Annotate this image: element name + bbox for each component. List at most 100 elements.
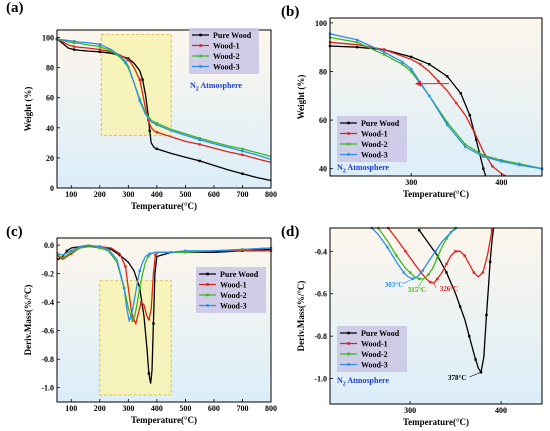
y-axis-title: Weight (%) — [23, 87, 33, 132]
data-point — [474, 138, 478, 141]
legend-entry: Wood-2 — [361, 140, 388, 149]
data-point — [518, 162, 521, 166]
y-tick-label: 100 — [315, 19, 327, 28]
x-tick-label: 100 — [65, 190, 77, 199]
y-tick-label: 80 — [46, 64, 54, 73]
data-point — [474, 358, 477, 361]
data-point — [419, 62, 422, 66]
legend-entry: Pure Wood — [220, 270, 259, 279]
x-tick-label: 500 — [179, 404, 191, 413]
legend-entry: Pure Wood — [361, 329, 400, 338]
legend-marker — [347, 121, 350, 125]
peak-pointer — [417, 278, 424, 287]
series-line-wood-1 — [330, 41, 508, 176]
data-point — [124, 265, 127, 268]
data-point — [464, 143, 467, 146]
legend-marker — [347, 153, 350, 156]
panel-b: 300 400 40 60 80 100 Temperature(°C) Weight (%)… — [281, 4, 544, 199]
data-point — [241, 153, 244, 157]
x-tick-label: 300 — [405, 178, 417, 187]
data-point — [479, 370, 483, 374]
x-axis-title: Temperature(°C) — [403, 189, 469, 199]
data-point — [127, 58, 130, 62]
data-point — [129, 315, 133, 318]
data-point — [400, 62, 404, 66]
legend-entry: Wood-3 — [220, 302, 247, 311]
panel-label: (a) — [6, 0, 24, 16]
data-point — [124, 60, 127, 63]
data-point — [409, 55, 413, 59]
y-tick-label: 60 — [319, 116, 327, 125]
peak-label: 326°C — [440, 285, 458, 293]
legend-marker — [347, 132, 350, 135]
panel-d: 300 400 -1.0 -0.8 -0.6 -0.4 Temperature(°C) Der… — [281, 224, 543, 427]
data-point — [490, 228, 494, 232]
panel-label: (d) — [281, 224, 299, 240]
data-point — [198, 138, 201, 142]
legend-entry: Wood-2 — [220, 291, 247, 300]
legend-marker — [199, 44, 202, 47]
legend-entry: Wood-1 — [361, 340, 388, 349]
legend-marker — [347, 363, 350, 366]
data-point — [482, 167, 485, 170]
x-tick-label: 200 — [94, 190, 106, 199]
data-point — [473, 131, 476, 134]
y-tick-label: -0.4 — [41, 298, 54, 307]
data-point — [138, 99, 141, 102]
legend-entry: Wood-3 — [361, 151, 388, 160]
data-point — [500, 159, 503, 162]
data-point — [98, 245, 101, 248]
legend-entry: Wood-3 — [361, 361, 388, 370]
y-tick-label: 80 — [319, 67, 327, 76]
x-tick-label: 800 — [265, 404, 277, 413]
y-tick-label: -1.0 — [41, 384, 54, 393]
atmosphere-label: N2 Atmosphere — [337, 376, 389, 388]
x-tick-label: 300 — [404, 406, 416, 415]
legend-marker — [347, 352, 350, 356]
data-point — [355, 41, 359, 44]
x-axis-title: Temperature(°C) — [403, 417, 469, 427]
y-tick-label: 40 — [319, 165, 327, 174]
data-point — [454, 250, 457, 253]
data-point — [382, 50, 386, 54]
data-point — [155, 147, 159, 151]
y-tick-label: -0.6 — [314, 290, 327, 299]
data-point — [98, 246, 101, 250]
y-tick-label: 60 — [46, 94, 54, 103]
data-point — [404, 250, 407, 253]
data-point — [127, 57, 130, 60]
legend-entry: Wood-1 — [213, 42, 240, 51]
y-tick-label: -0.4 — [314, 247, 327, 256]
data-point — [411, 277, 414, 281]
y-tick-label: 0 — [50, 184, 54, 193]
data-point — [98, 50, 101, 54]
data-point — [428, 280, 432, 284]
legend-marker — [199, 54, 202, 58]
atmosphere-label: N2 Atmosphere — [190, 81, 242, 93]
x-axis-title: Temperature(°C) — [131, 201, 197, 211]
data-point — [427, 273, 430, 276]
data-point — [382, 48, 386, 51]
data-point — [148, 252, 151, 255]
data-point — [72, 41, 76, 44]
x-tick-label: 600 — [208, 190, 220, 199]
data-point — [464, 145, 467, 149]
atmosphere-label: N2 Atmosphere — [337, 163, 389, 175]
data-point — [198, 137, 201, 140]
x-tick-label: 300 — [122, 404, 134, 413]
data-point — [481, 271, 485, 274]
y-axis-title: Deriv.Mass(%/°C) — [296, 281, 306, 352]
legend-marker — [199, 33, 202, 37]
data-point — [147, 119, 150, 122]
x-tick-label: 400 — [151, 190, 163, 199]
data-point — [155, 123, 159, 126]
data-point — [241, 149, 244, 153]
data-point — [138, 78, 141, 81]
data-point — [434, 250, 437, 253]
data-point — [124, 61, 127, 65]
data-point — [148, 129, 151, 133]
data-point — [436, 277, 439, 281]
data-point — [437, 80, 440, 83]
